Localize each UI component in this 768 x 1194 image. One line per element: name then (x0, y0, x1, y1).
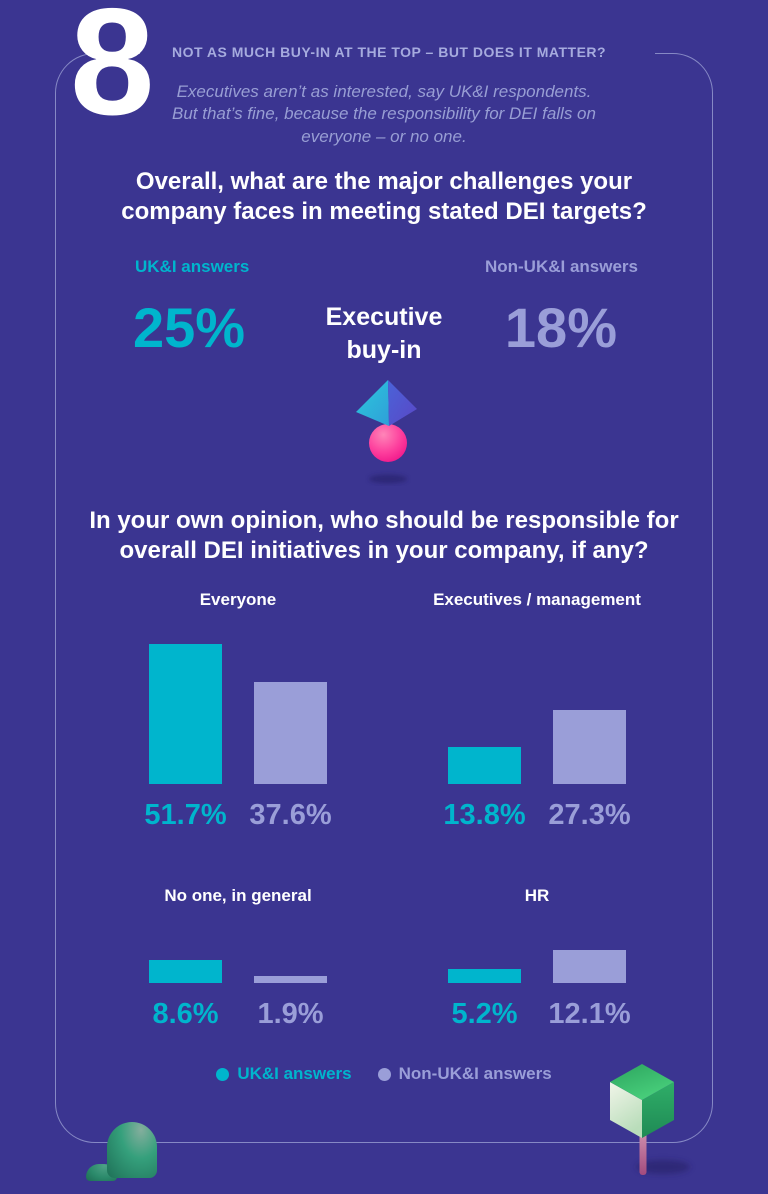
bar-value-uk-i-answers: 13.8% (443, 799, 526, 831)
ukandi-legend-dot (216, 1067, 230, 1081)
bar-value-non-uk-i-answers: 27.3% (548, 799, 631, 831)
section-subtitle: Executives aren’t as interested, say UK&… (172, 82, 596, 146)
bar-non-uk-i-answers (254, 682, 327, 784)
pink-sphere (369, 424, 407, 462)
non-ukandi-answers-label: Non-UK&I answers (484, 257, 638, 276)
bar-pair: 51.7% 37.6% (118, 636, 358, 832)
chart-group-everyone: Everyone 51.7% 37.6% (118, 590, 358, 832)
non-ukandi-legend-dot (377, 1067, 391, 1081)
cube-top-face (610, 1064, 674, 1100)
bar-column: 1.9% (254, 922, 327, 1031)
chart-group-label: Everyone (199, 590, 277, 609)
cube-tree-decoration (610, 1064, 690, 1175)
bar-uk-i-answers (448, 969, 521, 983)
bar-value-uk-i-answers: 51.7% (144, 799, 227, 831)
cube-right-face (642, 1082, 674, 1138)
legend-item-non-ukandi: Non-UK&I answers (377, 1064, 552, 1084)
card-border-top-mask (140, 45, 655, 61)
ukandi-legend-label: UK&I answers (237, 1064, 352, 1083)
bar-area (553, 922, 626, 983)
bar-non-uk-i-answers (553, 710, 626, 784)
bar-value-non-uk-i-answers: 12.1% (548, 998, 631, 1030)
bar-area (553, 636, 626, 784)
chart-group-hr: HR 5.2% 12.1% (417, 886, 657, 1031)
bar-area (448, 922, 521, 983)
bar-uk-i-answers (448, 747, 521, 784)
chart-group-label: HR (524, 886, 550, 905)
non-ukandi-legend-label: Non-UK&I answers (398, 1064, 552, 1083)
bar-pair: 5.2% 12.1% (417, 922, 657, 1031)
tree-trunk (639, 1132, 647, 1175)
ukandi-answers-label: UK&I answers (135, 257, 250, 276)
bar-area (254, 636, 327, 784)
bar-column: 8.6% (149, 922, 222, 1031)
bar-column: 51.7% (144, 636, 227, 832)
bar-column: 37.6% (249, 636, 332, 832)
bar-pair: 13.8% 27.3% (417, 636, 657, 832)
chart-group-no-one-in-general: No one, in general 8.6% 1.9% (118, 886, 358, 1031)
section-title: NOT AS MUCH BUY-IN AT THE TOP – BUT DOES… (172, 44, 607, 60)
pyramid-sphere-icon (356, 380, 417, 484)
cube-left-face (610, 1082, 642, 1138)
bar-value-uk-i-answers: 8.6% (152, 998, 219, 1030)
non-ukandi-stat-value: 18% (504, 296, 617, 359)
bar-column: 12.1% (548, 922, 631, 1031)
mushroom-large-dome (107, 1122, 157, 1178)
section-number: 8 (70, 0, 155, 147)
bar-value-non-uk-i-answers: 1.9% (257, 998, 324, 1030)
gem-shadow (369, 474, 407, 484)
chart-group-executives-management: Executives / management 13.8% 27.3% (417, 590, 657, 832)
mushroom-decoration (86, 1122, 158, 1182)
bar-uk-i-answers (149, 960, 222, 983)
bar-value-non-uk-i-answers: 37.6% (249, 799, 332, 831)
bar-non-uk-i-answers (553, 950, 626, 983)
stat-topic-label: Executive buy-in (325, 303, 443, 364)
cube-shadow (636, 1160, 690, 1174)
chart-group-label: No one, in general (164, 886, 312, 905)
bar-area (149, 922, 222, 983)
bar-area (149, 636, 222, 784)
bar-area (448, 636, 521, 784)
bar-uk-i-answers (149, 644, 222, 784)
ukandi-stat-value: 25% (133, 296, 246, 359)
legend-item-ukandi: UK&I answers (216, 1064, 352, 1084)
bar-value-uk-i-answers: 5.2% (451, 998, 518, 1030)
bar-column: 5.2% (448, 922, 521, 1031)
pyramid-left-face (356, 380, 389, 426)
chart-legend: UK&I answers Non-UK&I answers (0, 1064, 768, 1084)
question-2: In your own opinion, who should be respo… (89, 507, 679, 564)
bar-pair: 8.6% 1.9% (118, 922, 358, 1031)
bar-column: 13.8% (443, 636, 526, 832)
chart-group-label: Executives / management (433, 590, 641, 609)
question-1: Overall, what are the major challenges y… (121, 168, 647, 225)
bar-non-uk-i-answers (254, 976, 327, 983)
pyramid-right-face (388, 380, 417, 426)
bar-area (254, 922, 327, 983)
bar-column: 27.3% (548, 636, 631, 832)
